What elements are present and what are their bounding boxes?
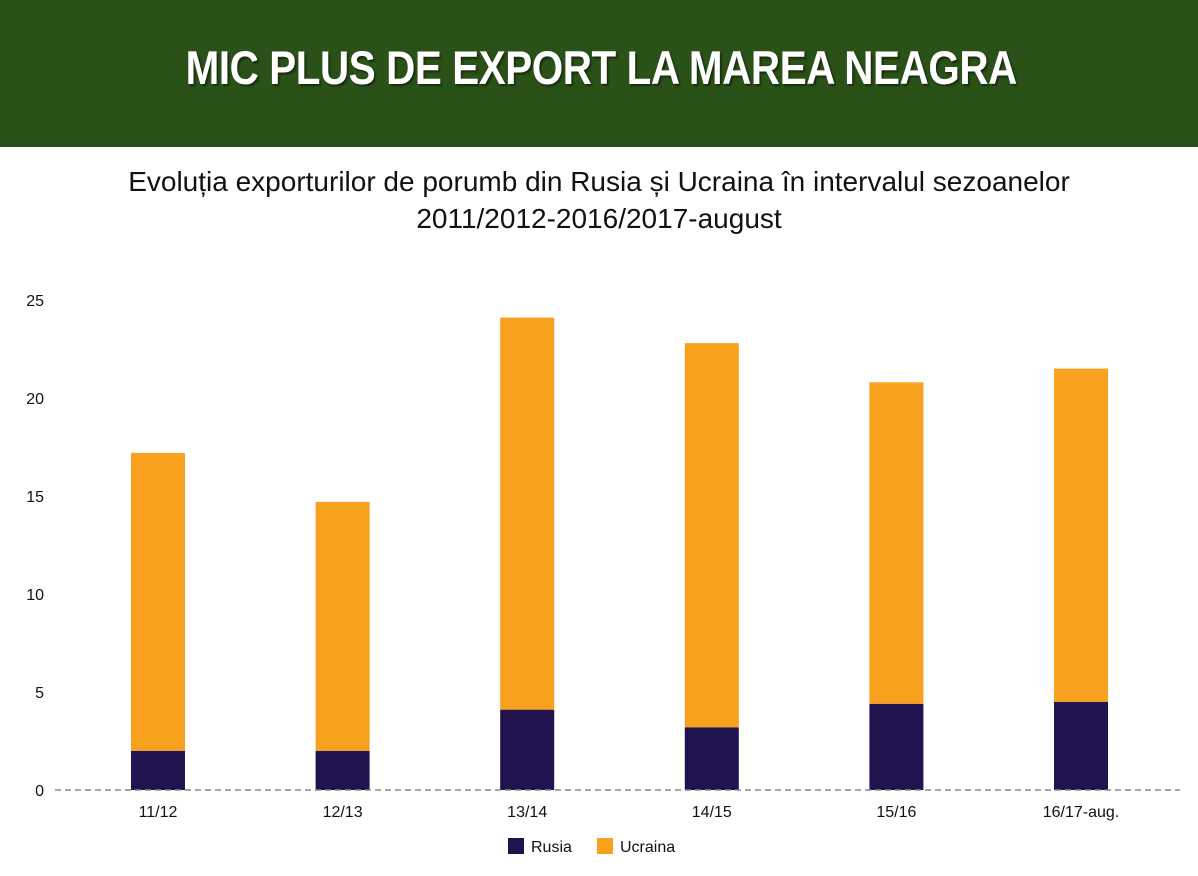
chart-subtitle: Evoluția exporturilor de porumb din Rusi… <box>0 163 1198 237</box>
chart-subtitle-line-1: Evoluția exporturilor de porumb din Rusi… <box>128 166 1070 197</box>
legend-label-ucraina: Ucraina <box>620 839 675 856</box>
y-tick-label: 25 <box>26 293 44 310</box>
bar-ucraina-1 <box>315 501 370 751</box>
y-tick-label: 10 <box>26 587 44 604</box>
bar-ucraina-3 <box>684 343 739 728</box>
bar-ucraina-4 <box>869 382 924 704</box>
bar-rusia-2 <box>500 709 555 790</box>
bar-rusia-0 <box>131 750 185 790</box>
x-tick-label: 13/14 <box>507 804 547 821</box>
page-title: MIC PLUS DE EXPORT LA MAREA NEAGRA <box>185 41 1018 94</box>
x-tick-label: 11/12 <box>139 804 178 821</box>
bar-ucraina-0 <box>131 452 185 751</box>
x-tick-label: 14/15 <box>692 804 732 821</box>
bar-rusia-5 <box>1054 701 1108 790</box>
legend-swatch-ucraina <box>597 838 613 854</box>
y-tick-label: 5 <box>35 685 44 702</box>
x-tick-label: 12/13 <box>323 804 363 821</box>
bar-rusia-1 <box>315 750 370 790</box>
bar-ucraina-2 <box>500 317 555 710</box>
bar-rusia-4 <box>869 703 924 790</box>
x-tick-label: 16/17-aug. <box>1043 804 1120 821</box>
header-banner: MIC PLUS DE EXPORT LA MAREA NEAGRA <box>0 0 1198 147</box>
bar-rusia-3 <box>684 727 739 790</box>
x-tick-label: 15/16 <box>876 804 916 821</box>
chart-subtitle-line-2: 2011/2012-2016/2017-august <box>416 203 782 234</box>
legend-label-rusia: Rusia <box>531 839 572 856</box>
y-tick-label: 20 <box>26 391 44 408</box>
y-tick-label: 0 <box>35 783 44 800</box>
bar-ucraina-5 <box>1054 368 1108 702</box>
legend-swatch-rusia <box>508 838 524 854</box>
y-tick-label: 15 <box>26 489 44 506</box>
